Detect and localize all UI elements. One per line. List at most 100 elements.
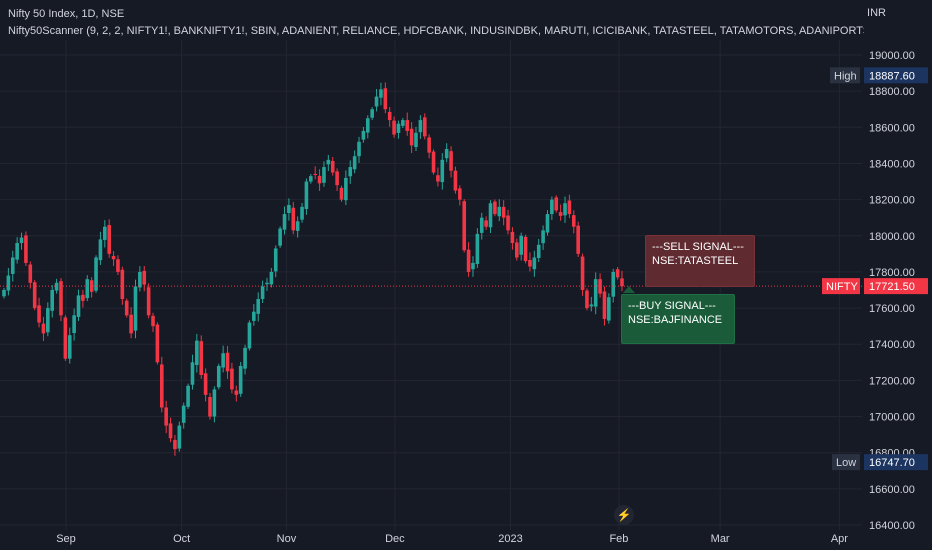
candle xyxy=(444,143,449,163)
y-tick-label: 18400.00 xyxy=(869,158,915,170)
x-tick-label: Oct xyxy=(173,533,190,545)
candle xyxy=(374,88,379,112)
candle xyxy=(304,178,309,215)
candle xyxy=(418,115,423,139)
candle xyxy=(510,227,515,250)
candle xyxy=(203,368,208,402)
candle xyxy=(10,250,15,282)
candle xyxy=(151,312,155,332)
y-tick-label: 17800.00 xyxy=(869,267,915,279)
candle xyxy=(580,253,585,296)
candle xyxy=(392,116,396,138)
candle xyxy=(208,393,212,420)
sell-signal-callout: ---SELL SIGNAL--- NSE:TATASTEEL xyxy=(645,235,755,287)
candle xyxy=(146,283,151,319)
candle xyxy=(396,120,401,139)
candle xyxy=(269,267,274,288)
candle xyxy=(295,216,300,238)
candle xyxy=(216,363,221,390)
y-tick-label: 18000.00 xyxy=(869,231,915,243)
candle xyxy=(67,327,72,364)
candle xyxy=(558,204,563,221)
candle xyxy=(238,361,243,397)
x-tick-label: Sep xyxy=(56,533,76,545)
high-tag: High 18887.60 xyxy=(830,67,928,84)
candle xyxy=(515,238,519,261)
candle xyxy=(427,134,431,159)
candle xyxy=(453,166,458,194)
candle xyxy=(32,280,37,311)
candle xyxy=(195,333,199,373)
candle xyxy=(28,261,33,289)
candle xyxy=(523,234,528,264)
last-price-tag: NIFTY 17721.50 xyxy=(822,278,928,295)
candle xyxy=(357,136,361,163)
candle xyxy=(50,285,55,318)
candle xyxy=(431,149,436,175)
candle xyxy=(252,304,256,326)
candle xyxy=(484,216,488,230)
candle xyxy=(173,434,177,456)
y-tick-label: 17000.00 xyxy=(869,412,915,424)
candle xyxy=(497,199,502,222)
candle xyxy=(589,296,594,312)
candle xyxy=(46,302,50,337)
x-axis[interactable]: Sep Oct Nov Dec 2023 Feb Mar Apr xyxy=(56,533,848,545)
candle xyxy=(361,126,366,143)
candle xyxy=(348,160,353,184)
candle xyxy=(247,320,252,351)
candle xyxy=(6,267,11,296)
candle xyxy=(225,346,230,379)
candle xyxy=(221,345,225,373)
candle xyxy=(230,362,234,394)
candle xyxy=(536,239,541,262)
candle xyxy=(519,232,523,261)
candle xyxy=(72,308,76,341)
candle xyxy=(620,270,624,292)
candle xyxy=(89,277,94,298)
candle xyxy=(493,199,497,217)
candle xyxy=(313,166,317,180)
candle xyxy=(436,167,440,187)
candle xyxy=(265,277,269,291)
y-tick-label: 18800.00 xyxy=(869,86,915,98)
y-tick-label: 19000.00 xyxy=(869,50,915,62)
candle xyxy=(339,185,344,202)
y-tick-label: 17200.00 xyxy=(869,375,915,387)
candle xyxy=(59,278,63,322)
candle xyxy=(440,153,445,190)
buy-signal-callout: ---BUY SIGNAL--- NSE:BAJFINANCE xyxy=(621,294,735,344)
candle xyxy=(103,220,107,248)
candle xyxy=(488,200,493,234)
x-tick-label: Feb xyxy=(609,533,628,545)
candle xyxy=(116,255,120,275)
candle xyxy=(593,272,598,315)
candle xyxy=(287,198,291,221)
x-tick-label: Nov xyxy=(277,533,297,545)
candle xyxy=(449,146,453,178)
candle xyxy=(177,421,182,452)
candle xyxy=(129,307,133,339)
indicator-legend[interactable]: Nifty50Scanner (9, 2, 2, NIFTY1!, BANKNI… xyxy=(8,25,864,37)
candle xyxy=(506,209,510,235)
y-tick-label: 18200.00 xyxy=(869,195,915,207)
candle xyxy=(76,289,81,321)
candle xyxy=(15,237,19,264)
candle xyxy=(300,202,304,223)
candle xyxy=(401,117,405,129)
candle xyxy=(37,297,41,328)
buy-signal-pointer xyxy=(623,286,635,293)
candle xyxy=(81,290,85,308)
candle xyxy=(256,292,261,322)
candle xyxy=(322,161,326,187)
lightning-icon[interactable]: ⚡ xyxy=(614,505,634,525)
candle xyxy=(326,154,331,172)
low-value: 16747.70 xyxy=(869,457,915,469)
candle xyxy=(414,126,418,151)
y-tick-label: 17600.00 xyxy=(869,303,915,315)
y-axis[interactable]: 16400.0016600.0016800.0017000.0017200.00… xyxy=(869,50,915,532)
candle xyxy=(234,385,239,402)
y-tick-label: 16400.00 xyxy=(869,520,915,532)
x-tick-label: Apr xyxy=(831,533,848,545)
